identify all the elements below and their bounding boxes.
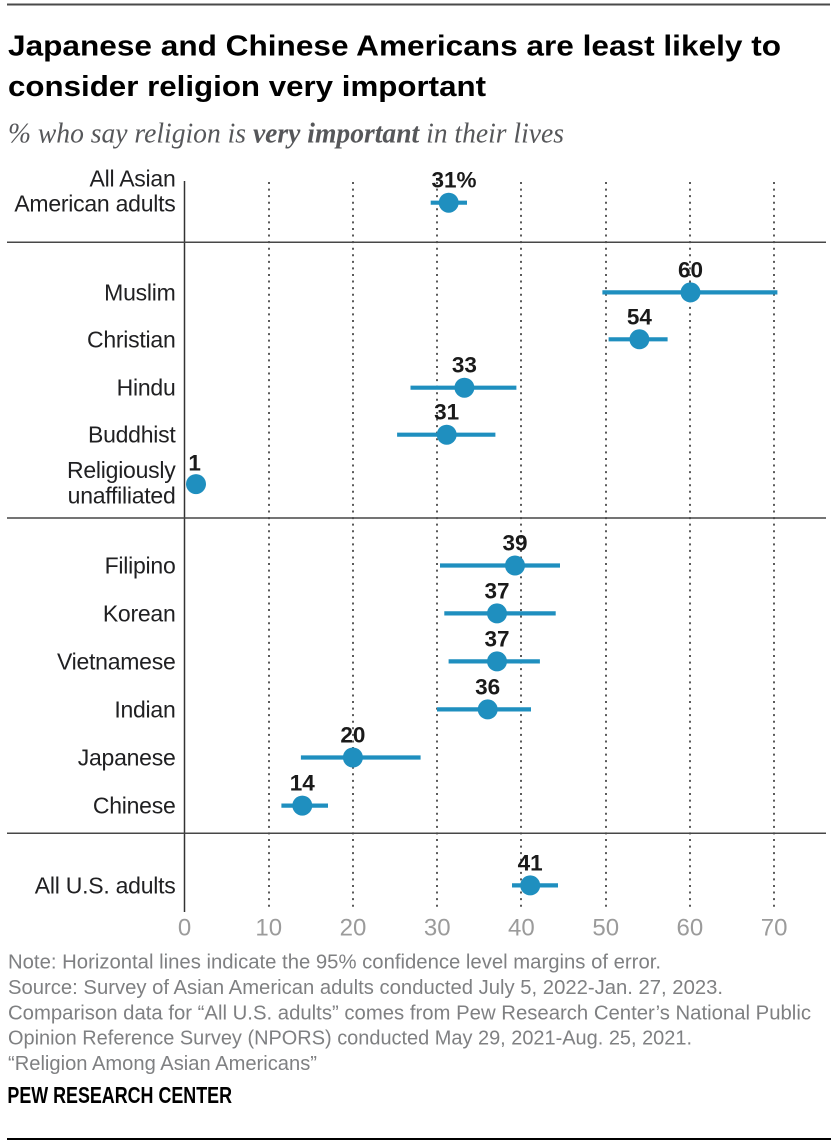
svg-text:Indian: Indian — [114, 696, 175, 722]
svg-text:37: 37 — [484, 626, 509, 651]
svg-text:Comparison data for “All U.S.: Comparison data for “All U.S. adults” co… — [8, 1002, 811, 1024]
svg-text:14: 14 — [290, 771, 316, 796]
svg-text:39: 39 — [502, 531, 527, 556]
svg-text:Hindu: Hindu — [117, 375, 176, 401]
svg-text:10: 10 — [255, 915, 282, 942]
svg-text:37: 37 — [484, 578, 509, 603]
svg-text:1: 1 — [188, 451, 201, 476]
svg-text:36: 36 — [475, 674, 500, 699]
svg-text:Japanese: Japanese — [78, 745, 176, 771]
svg-text:41: 41 — [518, 850, 543, 875]
svg-text:50: 50 — [592, 915, 619, 942]
svg-text:PEW RESEARCH CENTER: PEW RESEARCH CENTER — [7, 1082, 232, 1108]
svg-text:Muslim: Muslim — [104, 279, 175, 305]
svg-text:% who say religion is very imp: % who say religion is very important in … — [8, 117, 564, 149]
svg-text:All Asian: All Asian — [90, 166, 176, 192]
svg-text:40: 40 — [508, 915, 535, 942]
svg-text:31%: 31% — [431, 168, 476, 193]
svg-text:Filipino: Filipino — [105, 553, 176, 579]
svg-text:Vietnamese: Vietnamese — [57, 648, 176, 674]
svg-text:Note: Horizontal lines indicat: Note: Horizontal lines indicate the 95% … — [8, 952, 661, 974]
svg-text:Religiously: Religiously — [67, 457, 176, 483]
svg-text:20: 20 — [340, 723, 365, 748]
svg-text:60: 60 — [678, 257, 703, 282]
svg-text:Buddhist: Buddhist — [88, 422, 176, 448]
svg-text:Japanese and Chinese Americans: Japanese and Chinese Americans are least… — [8, 31, 781, 63]
svg-text:20: 20 — [340, 915, 367, 942]
svg-text:30: 30 — [424, 915, 451, 942]
svg-text:Christian: Christian — [87, 326, 176, 352]
svg-text:“Religion Among Asian American: “Religion Among Asian Americans” — [8, 1053, 317, 1075]
svg-text:unaffiliated: unaffiliated — [68, 483, 176, 509]
svg-text:Chinese: Chinese — [93, 793, 176, 819]
svg-text:0: 0 — [178, 915, 191, 942]
svg-text:consider religion very importa: consider religion very important — [8, 71, 486, 103]
svg-text:60: 60 — [677, 915, 704, 942]
svg-text:54: 54 — [627, 304, 653, 329]
svg-text:31: 31 — [434, 400, 459, 425]
svg-text:33: 33 — [452, 353, 477, 378]
svg-text:American adults: American adults — [14, 190, 175, 216]
svg-text:Korean: Korean — [103, 600, 176, 626]
svg-text:Opinion Reference Survey (NPOR: Opinion Reference Survey (NPORS) conduct… — [8, 1028, 692, 1050]
svg-text:All U.S. adults: All U.S. adults — [35, 872, 176, 898]
svg-text:70: 70 — [761, 915, 788, 942]
svg-text:Source: Survey of Asian Americ: Source: Survey of Asian American adults … — [8, 977, 723, 999]
